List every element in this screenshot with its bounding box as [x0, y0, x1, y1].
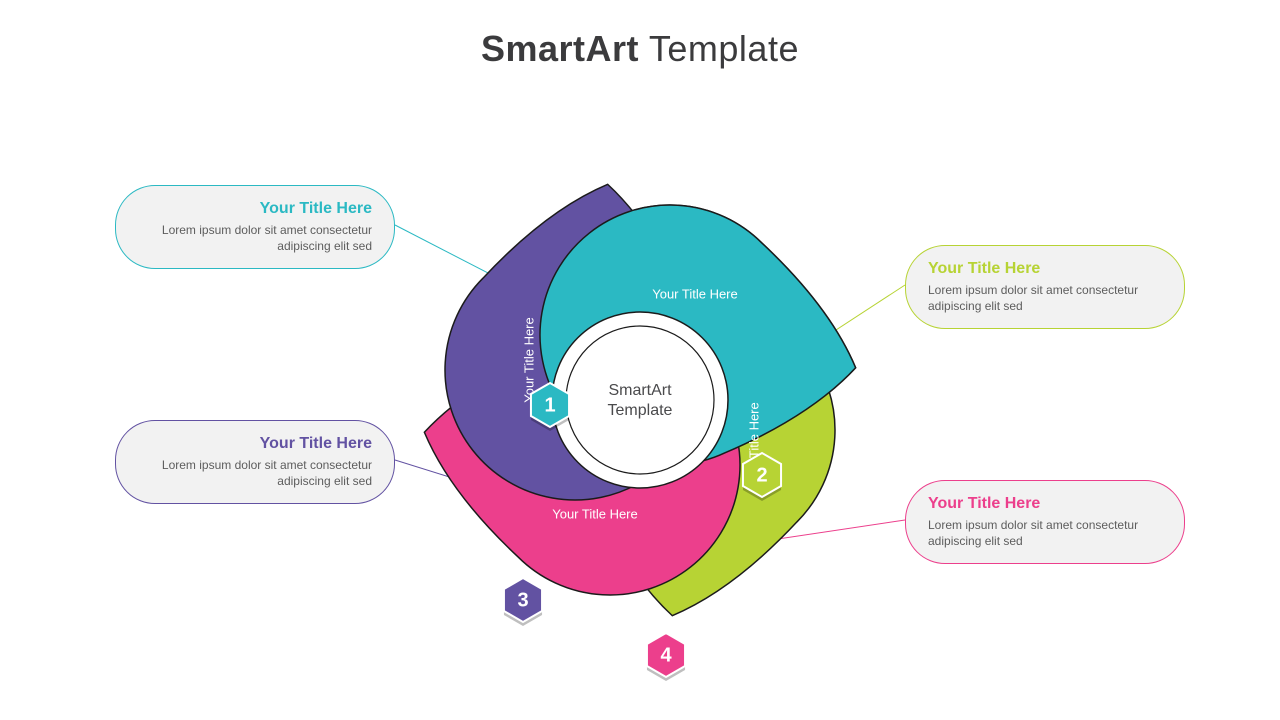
callout-4: Your Title Here Lorem ipsum dolor sit am…: [905, 480, 1185, 564]
callout-1-body: Lorem ipsum dolor sit amet consectetur a…: [138, 222, 372, 254]
callout-3-title: Your Title Here: [138, 435, 372, 453]
svg-text:1: 1: [544, 394, 555, 416]
callout-4-body: Lorem ipsum dolor sit amet consectetur a…: [928, 517, 1162, 549]
page-title: SmartArt Template: [0, 28, 1280, 70]
svg-text:Your Title Here: Your Title Here: [521, 317, 536, 403]
svg-text:Your Title Here: Your Title Here: [652, 286, 738, 301]
callout-4-title: Your Title Here: [928, 495, 1162, 513]
svg-text:Your Title Here: Your Title Here: [552, 506, 638, 521]
svg-text:2: 2: [756, 464, 767, 486]
callout-1: Your Title Here Lorem ipsum dolor sit am…: [115, 185, 395, 269]
callout-2-title: Your Title Here: [928, 260, 1162, 278]
title-bold: SmartArt: [481, 28, 639, 69]
slide: SmartArt Template Your Title HereYour Ti…: [0, 0, 1280, 720]
svg-text:SmartArt: SmartArt: [608, 382, 672, 399]
svg-text:Template: Template: [608, 402, 673, 419]
callout-1-title: Your Title Here: [138, 200, 372, 218]
title-rest: Template: [639, 28, 799, 69]
svg-text:3: 3: [517, 589, 528, 611]
svg-text:4: 4: [660, 644, 672, 666]
callout-2-body: Lorem ipsum dolor sit amet consectetur a…: [928, 282, 1162, 314]
callout-2: Your Title Here Lorem ipsum dolor sit am…: [905, 245, 1185, 329]
callout-3-body: Lorem ipsum dolor sit amet consectetur a…: [138, 457, 372, 489]
callout-3: Your Title Here Lorem ipsum dolor sit am…: [115, 420, 395, 504]
